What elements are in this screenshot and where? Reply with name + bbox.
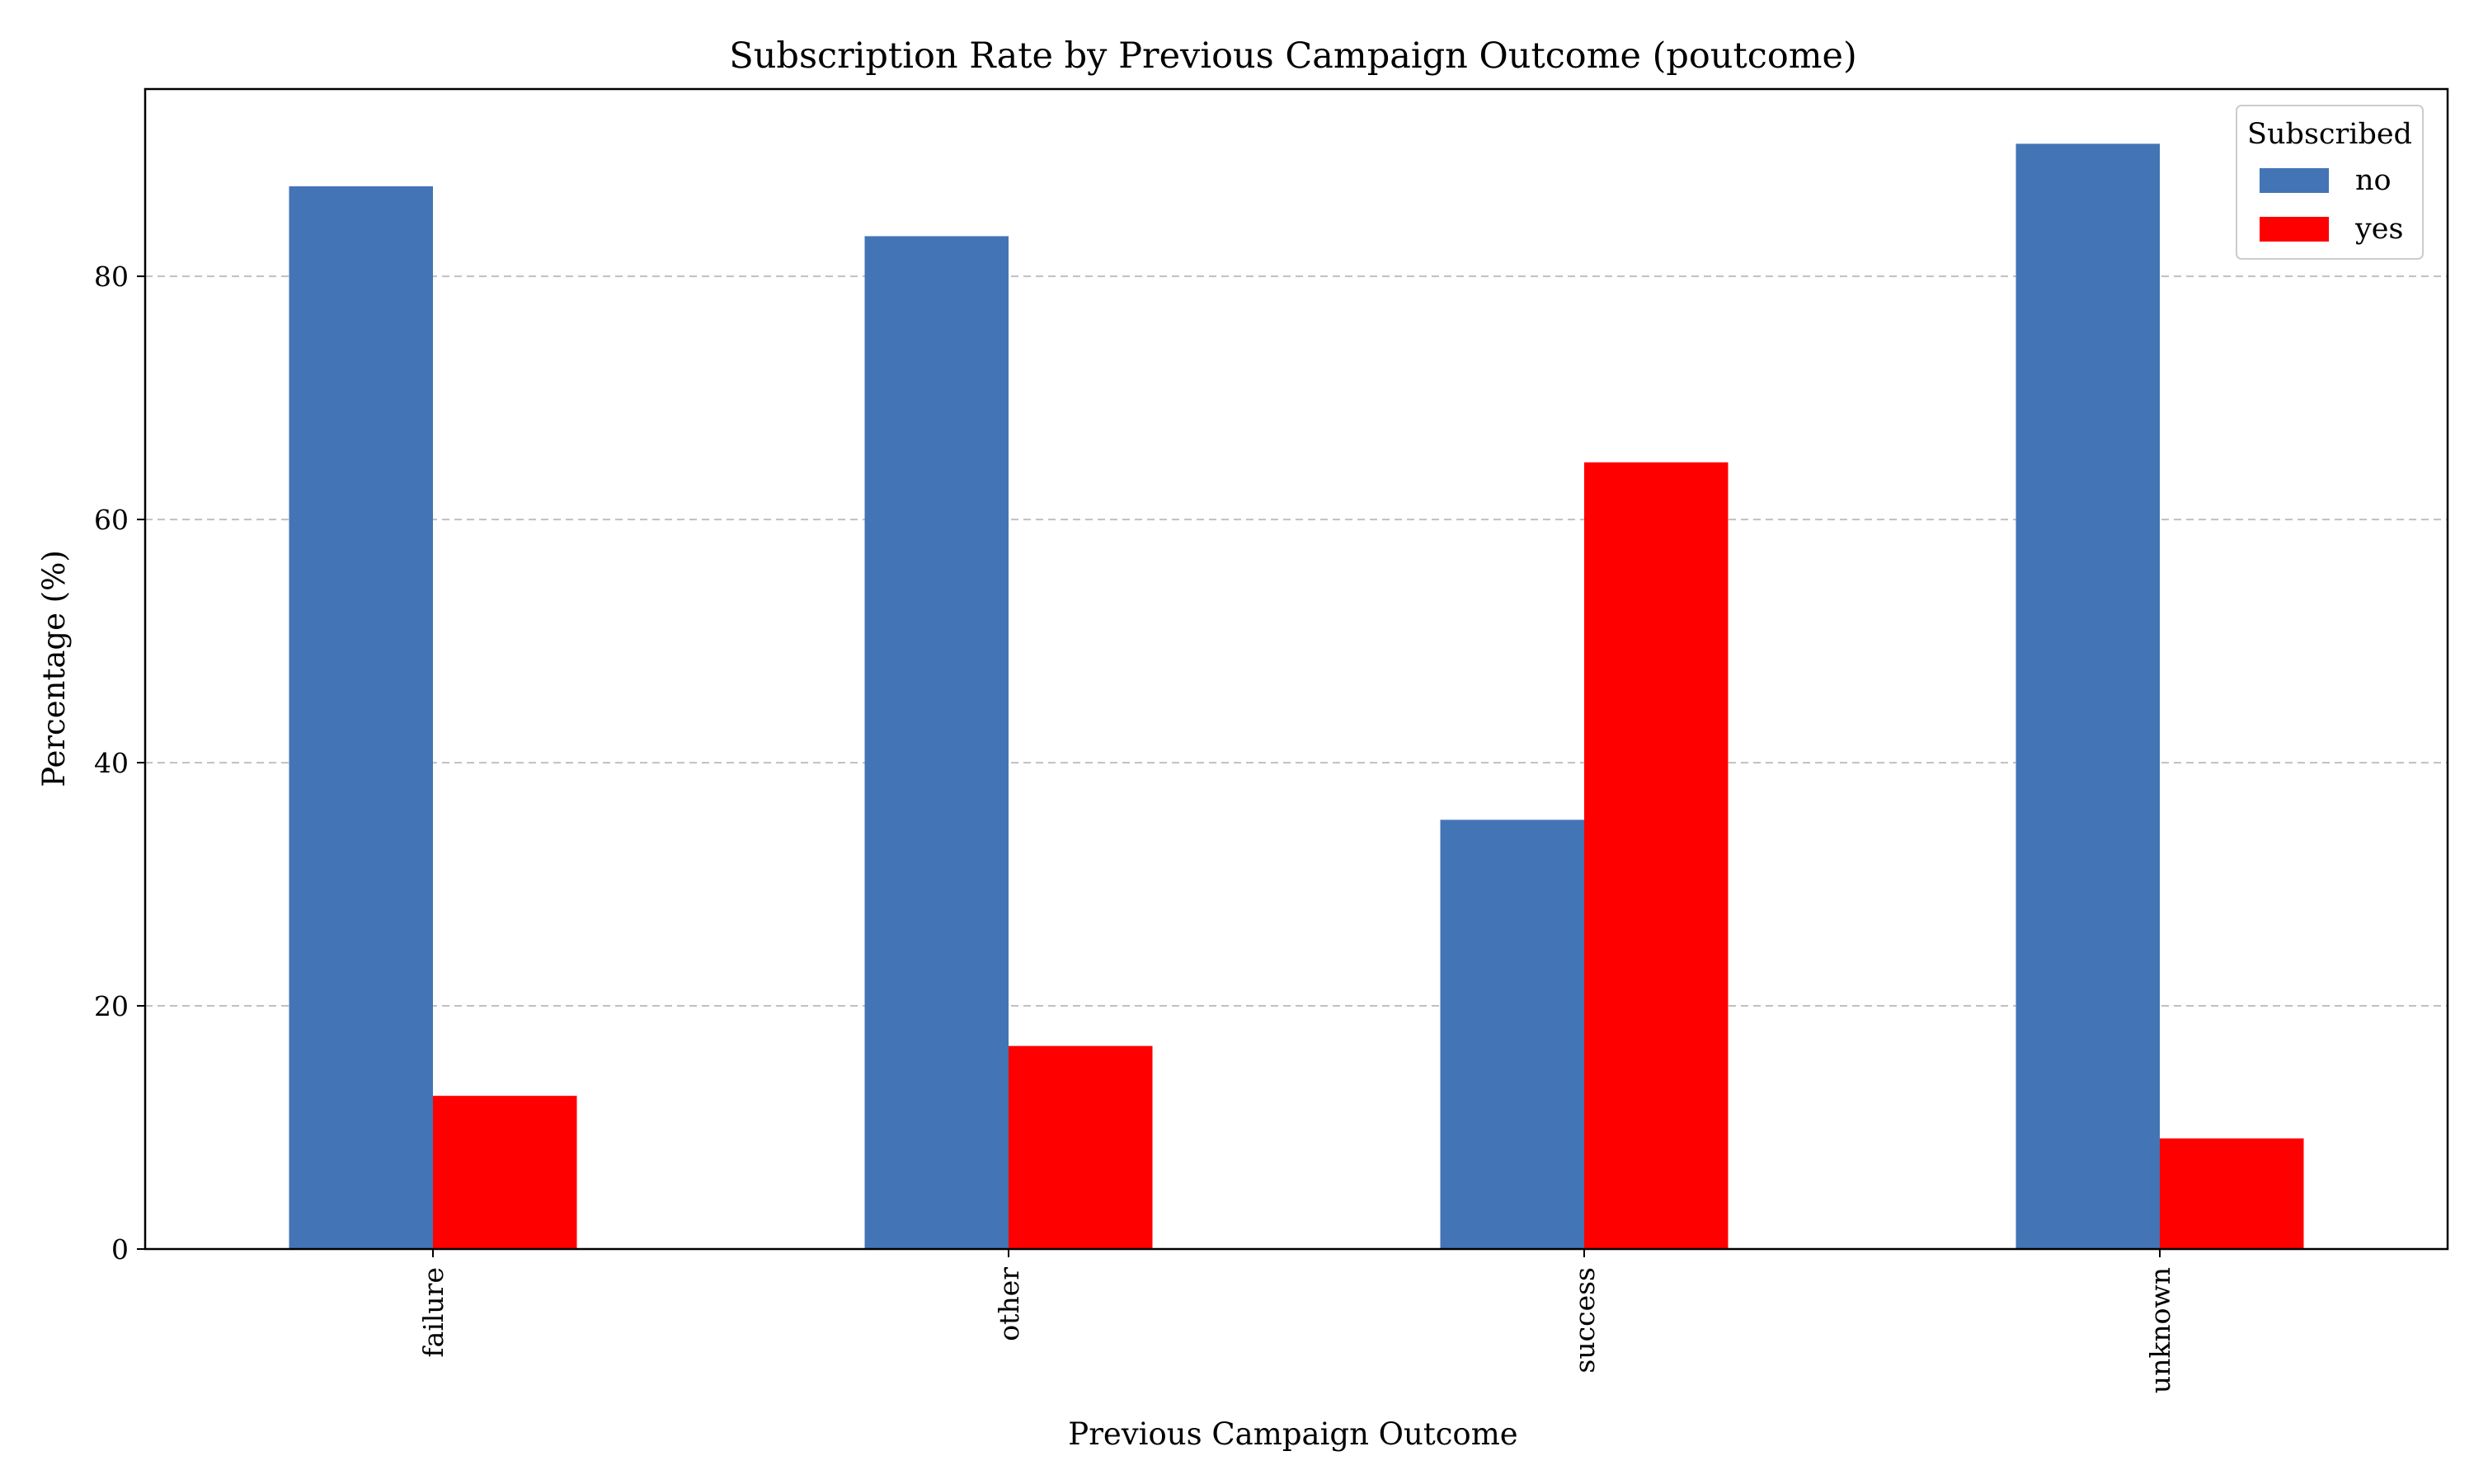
y-tick-label: 60 bbox=[94, 504, 129, 536]
y-tick-label: 0 bbox=[111, 1233, 129, 1266]
bars bbox=[289, 143, 2304, 1250]
bar-other-no bbox=[864, 236, 1009, 1250]
x-tick-label-unknown: unknown bbox=[2144, 1267, 2176, 1393]
y-axis-ticks: 0 20 40 60 80 bbox=[94, 261, 145, 1266]
y-tick-label: 80 bbox=[94, 261, 129, 293]
chart-title: Subscription Rate by Previous Campaign O… bbox=[729, 35, 1856, 77]
x-tick-label-other: other bbox=[993, 1267, 1025, 1341]
bar-unknown-yes bbox=[2160, 1138, 2304, 1249]
bar-other-yes bbox=[1009, 1045, 1153, 1249]
x-axis-label: Previous Campaign Outcome bbox=[1068, 1416, 1517, 1452]
legend-swatch-yes bbox=[2260, 217, 2329, 242]
bar-failure-yes bbox=[433, 1096, 577, 1249]
plot-frame bbox=[143, 87, 2449, 1251]
x-tick-label-failure: failure bbox=[417, 1267, 449, 1358]
legend-label-yes: yes bbox=[2354, 213, 2403, 246]
legend-swatch-no bbox=[2260, 168, 2329, 193]
bar-unknown-no bbox=[2015, 143, 2160, 1249]
legend: Subscribed no yes bbox=[2236, 105, 2424, 260]
bar-success-yes bbox=[1584, 462, 1729, 1249]
y-tick-label: 20 bbox=[94, 990, 129, 1022]
legend-title: Subscribed bbox=[2247, 118, 2412, 151]
bar-failure-no bbox=[289, 186, 433, 1249]
y-tick-label: 40 bbox=[94, 747, 129, 779]
x-axis-ticks: failure other success unknown bbox=[417, 1249, 2176, 1393]
legend-label-no: no bbox=[2355, 164, 2392, 197]
x-tick-label-success: success bbox=[1569, 1267, 1601, 1374]
y-axis-label: Percentage (%) bbox=[36, 550, 72, 787]
bar-success-no bbox=[1440, 819, 1584, 1249]
